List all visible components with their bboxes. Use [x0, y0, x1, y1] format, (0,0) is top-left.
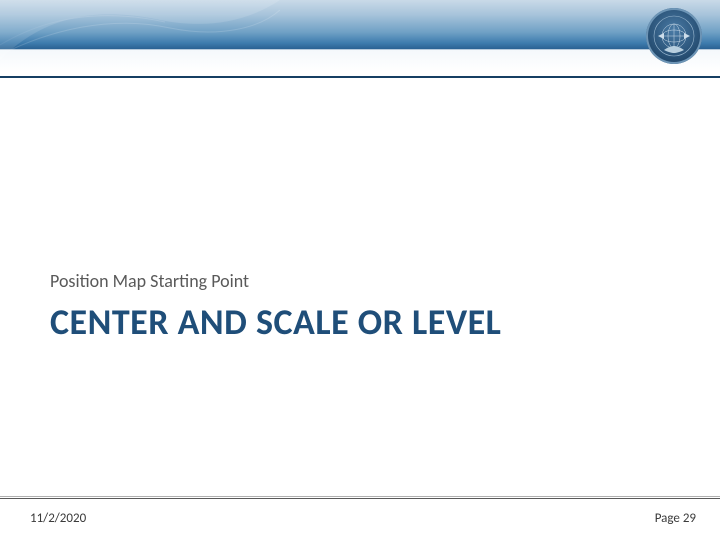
header-swoosh-decoration	[0, 0, 280, 60]
slide-subtitle: Position Map Starting Point	[50, 270, 501, 292]
slide-content: Position Map Starting Point CENTER AND S…	[50, 270, 501, 344]
footer-divider	[0, 496, 720, 498]
footer-page: Page 29	[655, 511, 696, 526]
footer-date: 11/2/2020	[30, 511, 86, 526]
header-band	[0, 0, 720, 72]
header-divider	[0, 76, 720, 78]
slide-footer: 11/2/2020 Page 29	[0, 511, 720, 526]
slide-title: CENTER AND SCALE OR LEVEL	[50, 300, 501, 344]
org-logo-icon	[646, 8, 702, 64]
